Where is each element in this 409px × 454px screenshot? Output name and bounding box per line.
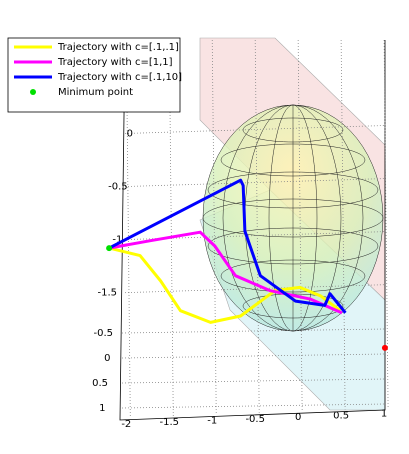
grid-line — [297, 39, 303, 412]
grid-line — [121, 353, 386, 359]
y2-tick-label: -0.5 — [93, 328, 113, 339]
trajectory — [108, 246, 342, 324]
legend — [7, 37, 181, 113]
x-tick-label: 1 — [381, 409, 387, 420]
grid-line — [254, 39, 260, 413]
point — [106, 245, 113, 252]
grid-line — [124, 125, 386, 134]
trajectory — [108, 230, 343, 315]
grid-line — [121, 328, 386, 334]
point — [381, 344, 388, 351]
y-tick-label: -0.5 — [108, 182, 128, 193]
y2-tick-label: 0.5 — [92, 378, 108, 389]
x-tick-label: -1 — [207, 416, 217, 427]
x-tick-label: 0.5 — [333, 410, 349, 421]
axis-frame — [119, 39, 386, 421]
grid-line — [121, 403, 386, 409]
legend-label: Trajectory with c=[1,1] — [57, 57, 173, 68]
grid-line — [124, 231, 386, 241]
ellipsoid — [202, 104, 384, 332]
y2-tick-label: 1 — [99, 403, 105, 414]
y2-tick-label: 0 — [104, 353, 110, 364]
legend-label: Trajectory with c=[.1,.1] — [57, 42, 179, 53]
y-tick-label: 0 — [127, 129, 133, 140]
legend-label: Trajectory with c=[.1,10] — [57, 72, 182, 83]
y-tick-label: -1 — [112, 235, 122, 246]
grid-line — [124, 178, 386, 187]
trajectory — [108, 178, 347, 314]
grid-line — [124, 284, 386, 294]
grid-line — [211, 39, 217, 415]
x-tick-label: -2 — [121, 419, 131, 430]
legend-label: Minimum point — [58, 87, 133, 98]
legend-swatch — [30, 89, 36, 95]
y-tick-label: -1.5 — [98, 288, 118, 299]
x-tick-label: 0 — [295, 412, 301, 423]
grid-line — [121, 378, 386, 384]
x-tick-label: -0.5 — [245, 414, 265, 425]
x-tick-label: -1.5 — [160, 417, 180, 428]
